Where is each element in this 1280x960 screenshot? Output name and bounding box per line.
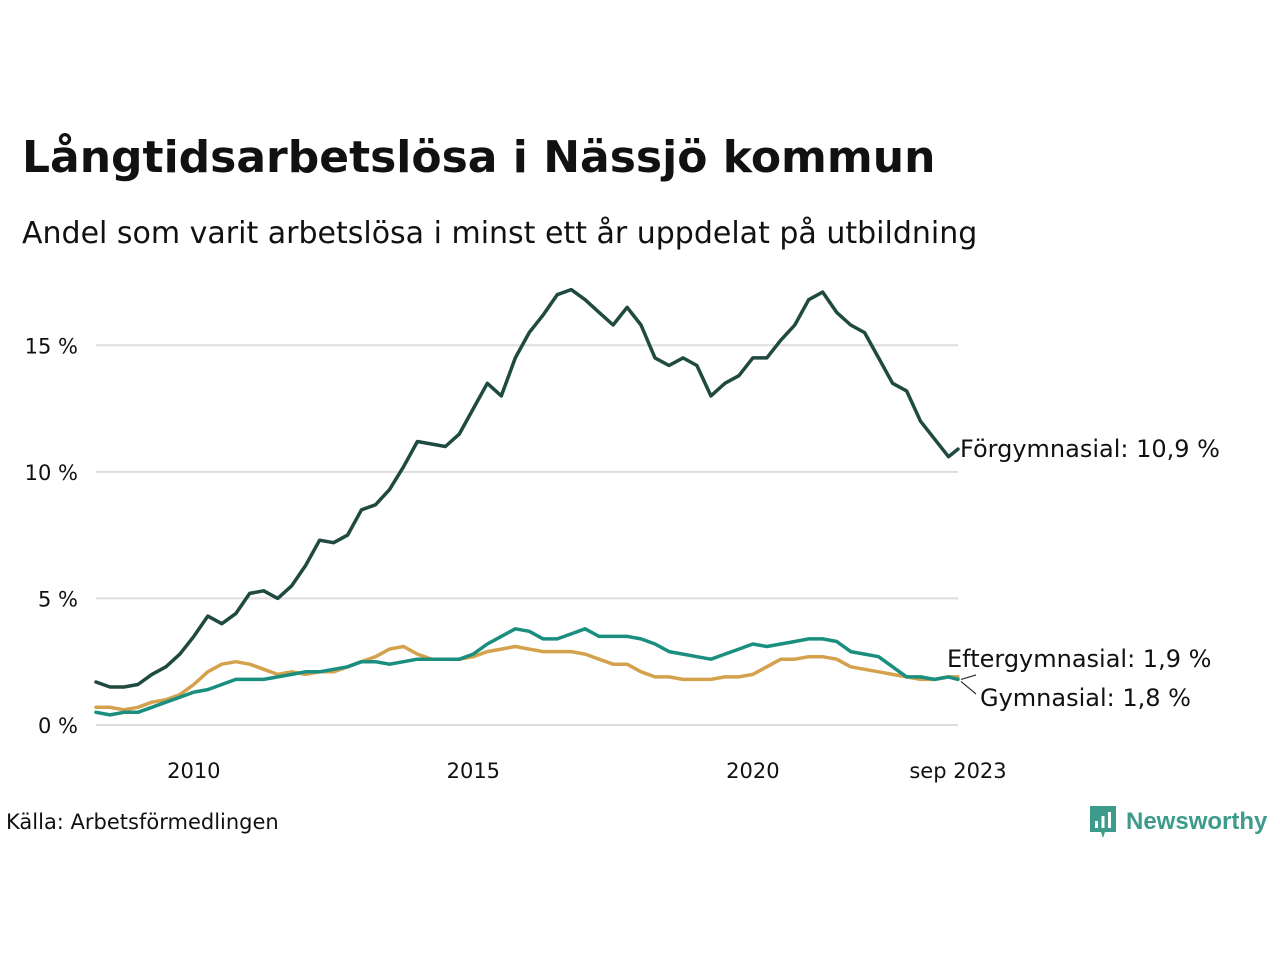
end-label-gymnasial: Gymnasial: 1,8 % bbox=[980, 684, 1191, 712]
end-label-forgymnasial: Förgymnasial: 10,9 % bbox=[960, 435, 1220, 463]
series-lines bbox=[94, 287, 960, 717]
newsworthy-icon bbox=[1090, 806, 1116, 838]
chart-subtitle: Andel som varit arbetslösa i minst ett å… bbox=[22, 216, 978, 251]
y-tick-label: 15 % bbox=[25, 334, 78, 358]
x-tick-label: 2015 bbox=[447, 759, 500, 783]
x-tick-label: 2020 bbox=[726, 759, 779, 783]
leader-line bbox=[960, 674, 977, 681]
leader-line bbox=[960, 680, 977, 695]
end-label-eftergymnasial: Eftergymnasial: 1,9 % bbox=[947, 645, 1211, 673]
brand-name: Newsworthy bbox=[1126, 808, 1268, 835]
x-axis-ticks: 2010 2015 2020 sep 2023 bbox=[167, 759, 1007, 783]
source-note: Källa: Arbetsförmedlingen bbox=[6, 810, 279, 834]
gridlines bbox=[96, 344, 958, 726]
y-tick-label: 5 % bbox=[38, 587, 78, 611]
series-line-förgymnasial bbox=[94, 287, 960, 689]
brand-logo: Newsworthy bbox=[1088, 804, 1267, 840]
series-line-gymnasial bbox=[94, 644, 960, 712]
x-tick-label: 2010 bbox=[167, 759, 220, 783]
series-line-eftergymnasial bbox=[94, 627, 960, 717]
end-labels: Förgymnasial: 10,9 % Eftergymnasial: 1,9 … bbox=[947, 435, 1220, 712]
y-axis-ticks: 0 % 5 % 10 % 15 % bbox=[25, 334, 78, 738]
x-tick-label: sep 2023 bbox=[909, 759, 1006, 783]
y-tick-label: 10 % bbox=[25, 461, 78, 485]
chart-title: Långtidsarbetslösa i Nässjö kommun bbox=[22, 132, 936, 183]
y-tick-label: 0 % bbox=[38, 714, 78, 738]
